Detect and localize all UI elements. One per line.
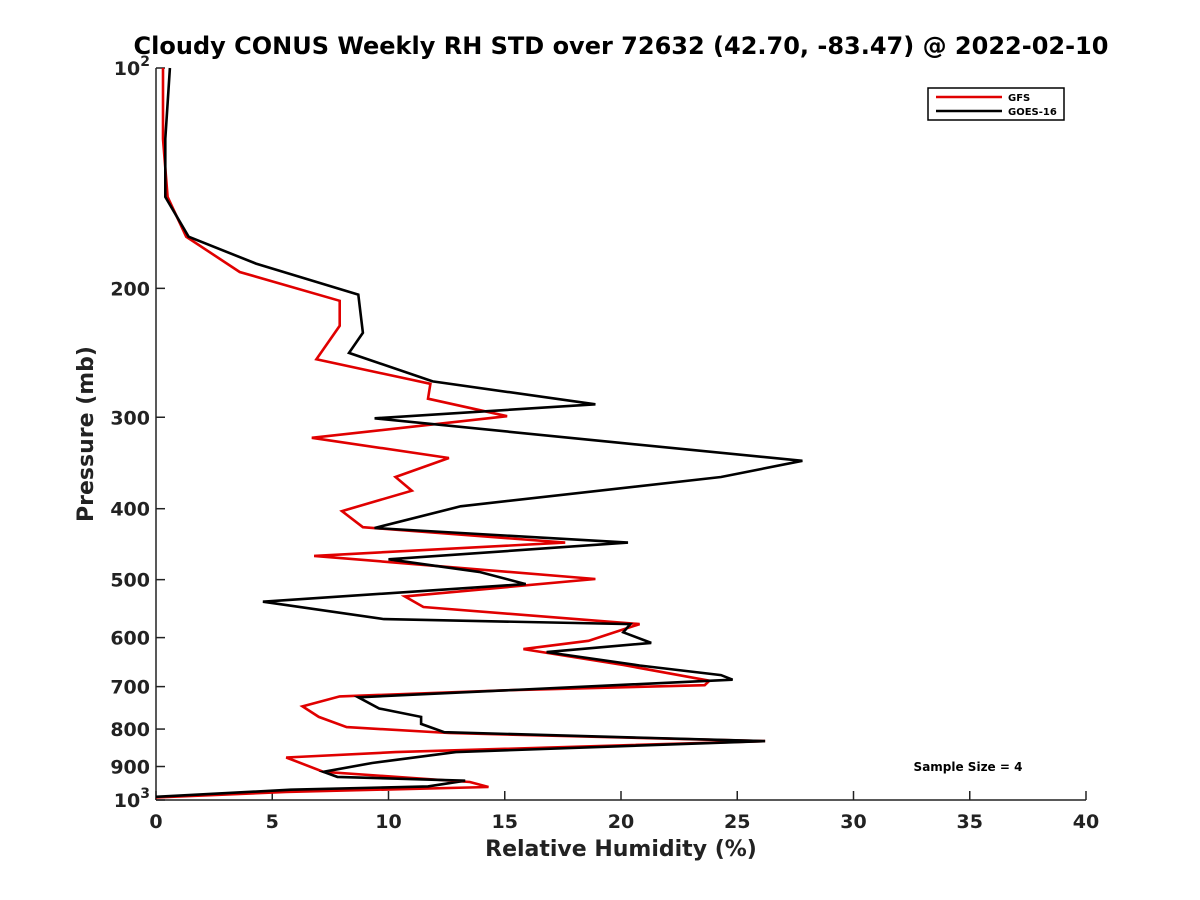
y-tick-label: 700 bbox=[110, 677, 150, 699]
y-tick-label: 500 bbox=[110, 570, 150, 592]
y-tick-label: 102 bbox=[114, 54, 150, 80]
y-tick-label: 103 bbox=[114, 786, 150, 812]
y-tick-label: 300 bbox=[110, 407, 150, 429]
x-tick-label: 40 bbox=[1073, 811, 1099, 833]
x-tick-label: 0 bbox=[149, 811, 162, 833]
y-axis-label: Pressure (mb) bbox=[74, 346, 99, 522]
y-tick-base: 10 bbox=[114, 58, 140, 80]
series-line-goes16 bbox=[155, 67, 803, 799]
y-tick-exponent: 3 bbox=[140, 786, 150, 802]
chart-title: Cloudy CONUS Weekly RH STD over 72632 (4… bbox=[134, 32, 1109, 60]
sample-size-annotation: Sample Size = 4 bbox=[914, 760, 1023, 774]
x-tick-label: 25 bbox=[724, 811, 750, 833]
x-tick-label: 30 bbox=[840, 811, 866, 833]
legend: GFS GOES-16 bbox=[927, 87, 1065, 121]
legend-label-goes16: GOES-16 bbox=[1008, 107, 1057, 118]
y-tick-base: 10 bbox=[114, 790, 140, 812]
y-tick-label: 800 bbox=[110, 719, 150, 741]
x-tick-label: 20 bbox=[608, 811, 634, 833]
legend-box bbox=[927, 87, 1065, 121]
y-tick-label: 400 bbox=[110, 499, 150, 521]
x-axis-ticks: 0 5 10 15 20 25 30 35 40 bbox=[149, 791, 1099, 833]
x-tick-label: 35 bbox=[957, 811, 983, 833]
x-axis-label: Relative Humidity (%) bbox=[485, 837, 757, 862]
y-tick-exponent: 2 bbox=[140, 54, 150, 70]
x-tick-label: 10 bbox=[375, 811, 401, 833]
x-tick-label: 15 bbox=[492, 811, 518, 833]
plot-area bbox=[156, 68, 1086, 800]
y-tick-label: 600 bbox=[110, 628, 150, 650]
legend-label-gfs: GFS bbox=[1008, 93, 1030, 104]
y-tick-label: 900 bbox=[110, 757, 150, 779]
y-tick-label: 200 bbox=[110, 278, 150, 300]
x-tick-label: 5 bbox=[266, 811, 279, 833]
series-layer bbox=[155, 67, 803, 799]
